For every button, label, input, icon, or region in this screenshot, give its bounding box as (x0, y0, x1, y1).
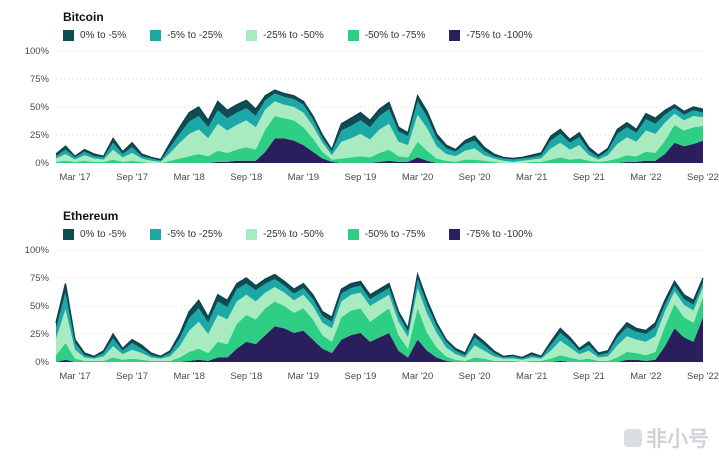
legend-item: -5% to -25% (150, 229, 222, 240)
svg-text:Mar '22: Mar '22 (630, 371, 661, 382)
svg-text:Sep '21: Sep '21 (573, 371, 605, 382)
svg-text:75%: 75% (30, 74, 50, 85)
watermark: 非小号 (624, 423, 709, 453)
svg-text:Mar '21: Mar '21 (516, 371, 547, 382)
svg-text:100%: 100% (25, 46, 50, 57)
svg-text:Sep '19: Sep '19 (345, 172, 377, 183)
bitcoin-plot-svg: 100% 75% 50% 25% 0% Mar '17 Sep '17 Mar '18 Sep … (25, 46, 719, 183)
svg-text:Mar '17: Mar '17 (59, 371, 90, 382)
legend-swatch-icon (63, 229, 74, 240)
legend-item: -25% to -50% (246, 229, 324, 240)
legend-label: -50% to -75% (364, 229, 426, 240)
ethereum-stacked-area-chart: 100% 75% 50% 25% 0% Mar '17 Sep '17 Mar '18 Sep … (8, 244, 719, 394)
svg-text:Mar '18: Mar '18 (174, 172, 205, 183)
svg-text:Mar '17: Mar '17 (59, 172, 90, 183)
svg-text:Sep '17: Sep '17 (116, 371, 148, 382)
svg-text:Sep '22: Sep '22 (687, 371, 719, 382)
legend-label: -25% to -50% (263, 229, 324, 240)
legend-label: -75% to -100% (466, 30, 533, 41)
svg-text:50%: 50% (30, 102, 50, 113)
svg-text:Mar '20: Mar '20 (402, 172, 433, 183)
legend-swatch-icon (449, 30, 461, 41)
svg-text:Mar '21: Mar '21 (516, 172, 547, 183)
legend-label: -25% to -50% (263, 30, 324, 41)
ethereum-chart-section: Ethereum 0% to -5% -5% to -25% -25% to -50… (8, 209, 719, 394)
legend-label: -5% to -25% (167, 229, 223, 240)
svg-text:Mar '19: Mar '19 (288, 371, 319, 382)
svg-text:Sep '18: Sep '18 (230, 371, 262, 382)
svg-text:Mar '22: Mar '22 (630, 172, 661, 183)
legend-item: -75% to -100% (449, 229, 533, 240)
legend-label: -5% to -25% (167, 30, 223, 41)
svg-text:25%: 25% (30, 329, 50, 340)
svg-text:Mar '20: Mar '20 (402, 371, 433, 382)
legend-item: -50% to -75% (347, 229, 426, 240)
legend-swatch-icon (150, 30, 162, 41)
legend-swatch-icon (246, 30, 258, 41)
svg-text:Sep '20: Sep '20 (459, 172, 491, 183)
legend-label: -50% to -75% (364, 30, 426, 41)
svg-text:Mar '19: Mar '19 (288, 172, 319, 183)
legend-item: -25% to -50% (246, 30, 324, 41)
legend-item: 0% to -5% (63, 30, 126, 41)
watermark-text: 非小号 (646, 428, 709, 451)
chart-title-ethereum: Ethereum (63, 209, 119, 223)
legend-bitcoin: 0% to -5% -5% to -25% -25% to -50% -50% to … (63, 30, 719, 41)
svg-text:0%: 0% (35, 158, 49, 169)
watermark-logo-icon (624, 429, 642, 447)
svg-text:Sep '20: Sep '20 (459, 371, 491, 382)
legend-swatch-icon (246, 229, 258, 240)
legend-item: -50% to -75% (347, 30, 426, 41)
svg-text:100%: 100% (25, 245, 50, 256)
legend-swatch-icon (347, 30, 359, 41)
svg-text:Sep '19: Sep '19 (345, 371, 377, 382)
chart-title-bitcoin: Bitcoin (63, 10, 104, 24)
legend-swatch-icon (449, 229, 461, 240)
legend-ethereum: 0% to -5% -5% to -25% -25% to -50% -50% to … (63, 229, 719, 240)
svg-text:25%: 25% (30, 130, 50, 141)
legend-item: -75% to -100% (449, 30, 533, 41)
legend-swatch-icon (63, 30, 74, 41)
svg-text:Sep '22: Sep '22 (687, 172, 719, 183)
legend-item: 0% to -5% (63, 229, 126, 240)
ethereum-plot-svg: 100% 75% 50% 25% 0% Mar '17 Sep '17 Mar '18 Sep … (25, 245, 719, 382)
legend-label: 0% to -5% (80, 30, 127, 41)
bitcoin-stacked-area-chart: 100% 75% 50% 25% 0% Mar '17 Sep '17 Mar '18 Sep … (8, 45, 719, 195)
svg-text:Sep '21: Sep '21 (573, 172, 605, 183)
legend-swatch-icon (150, 229, 162, 240)
svg-text:50%: 50% (30, 301, 50, 312)
svg-text:0%: 0% (35, 357, 49, 368)
svg-text:Sep '17: Sep '17 (116, 172, 148, 183)
svg-text:75%: 75% (30, 273, 50, 284)
legend-label: -75% to -100% (466, 229, 533, 240)
legend-swatch-icon (347, 229, 359, 240)
svg-text:Sep '18: Sep '18 (230, 172, 262, 183)
svg-text:Mar '18: Mar '18 (174, 371, 205, 382)
bitcoin-chart-section: Bitcoin 0% to -5% -5% to -25% -25% to -50%… (8, 10, 719, 195)
legend-label: 0% to -5% (80, 229, 127, 240)
legend-item: -5% to -25% (150, 30, 222, 41)
